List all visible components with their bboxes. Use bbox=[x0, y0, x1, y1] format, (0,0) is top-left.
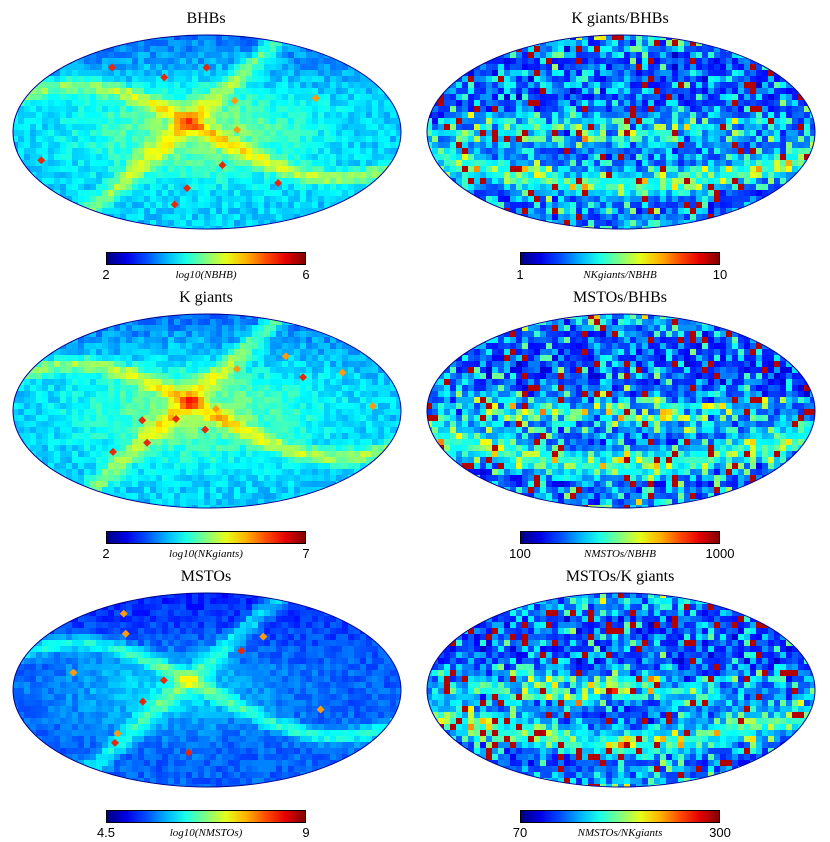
colorbar-max-tick: 7 bbox=[276, 545, 336, 563]
colorbar-min-tick: 1 bbox=[490, 266, 550, 284]
colorbar bbox=[520, 252, 720, 265]
colorbar-min-tick: 4.5 bbox=[76, 824, 136, 842]
colorbar bbox=[106, 252, 306, 265]
colorbar-max-tick: 1000 bbox=[690, 545, 750, 563]
colorbar-min-tick: 2 bbox=[76, 545, 136, 563]
mollweide-sky-map bbox=[12, 313, 402, 509]
colorbar-max-tick: 300 bbox=[690, 824, 750, 842]
colorbar-min-tick: 100 bbox=[490, 545, 550, 563]
colorbar-gradient bbox=[107, 253, 306, 265]
colorbar-label: NKgiants/NBHB bbox=[550, 267, 690, 283]
colorbar bbox=[106, 810, 306, 823]
colorbar-min-tick: 2 bbox=[76, 266, 136, 284]
mollweide-sky-map bbox=[426, 34, 816, 230]
colorbar-gradient bbox=[107, 532, 306, 544]
mollweide-sky-map bbox=[12, 592, 402, 788]
colorbar-max-tick: 6 bbox=[276, 266, 336, 284]
colorbar-gradient bbox=[521, 532, 720, 544]
colorbar-label: log10(NMSTOs) bbox=[136, 825, 276, 841]
colorbar-label: log10(NKgiants) bbox=[136, 546, 276, 562]
colorbar-max-tick: 10 bbox=[690, 266, 750, 284]
mollweide-sky-map bbox=[426, 313, 816, 509]
mollweide-sky-map bbox=[426, 592, 816, 788]
panel-title: MSTOs bbox=[6, 566, 406, 588]
colorbar-gradient bbox=[521, 253, 720, 265]
colorbar bbox=[520, 531, 720, 544]
panel-title: K giants bbox=[6, 287, 406, 309]
colorbar-gradient bbox=[107, 811, 306, 823]
panel-title: MSTOs/BHBs bbox=[420, 287, 820, 309]
colorbar-min-tick: 70 bbox=[490, 824, 550, 842]
mollweide-sky-map bbox=[12, 34, 402, 230]
colorbar bbox=[106, 531, 306, 544]
panel-title: K giants/BHBs bbox=[420, 8, 820, 30]
colorbar-gradient bbox=[521, 811, 720, 823]
colorbar-label: NMSTOs/NKgiants bbox=[550, 825, 690, 841]
colorbar-max-tick: 9 bbox=[276, 824, 336, 842]
panel-title: BHBs bbox=[6, 8, 406, 30]
panel-title: MSTOs/K giants bbox=[420, 566, 820, 588]
colorbar-label: log10(NBHB) bbox=[136, 267, 276, 283]
colorbar-label: NMSTOs/NBHB bbox=[550, 546, 690, 562]
colorbar bbox=[520, 810, 720, 823]
